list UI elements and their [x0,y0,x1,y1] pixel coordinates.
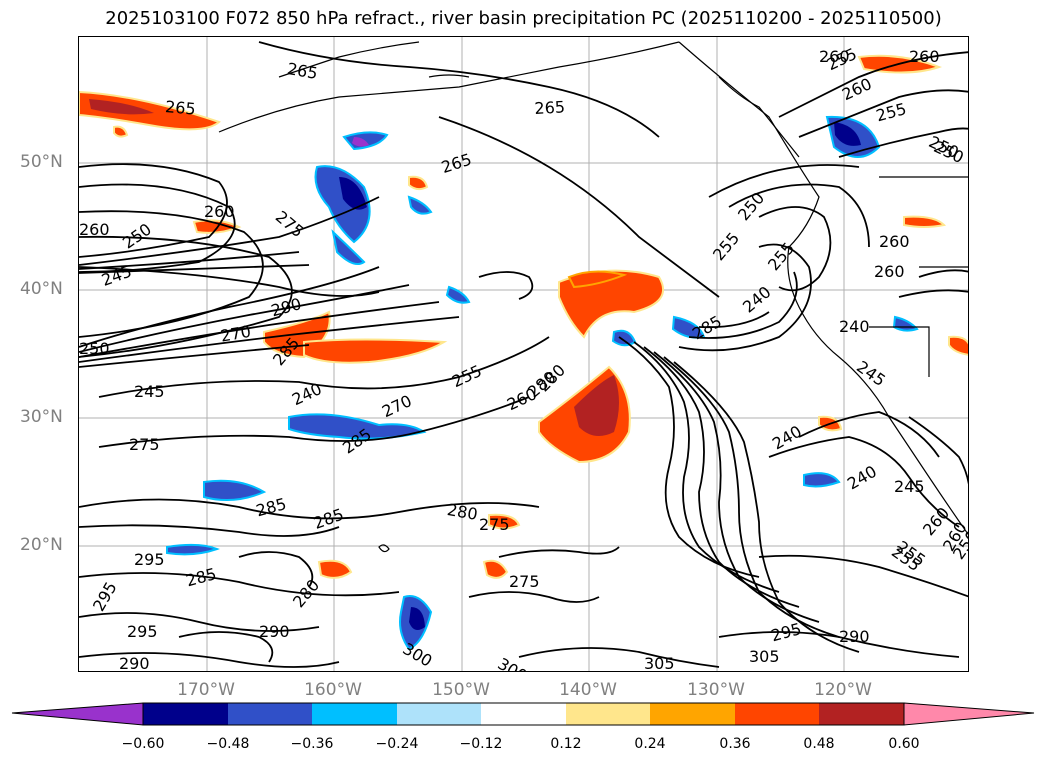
colorbar-tick: −0.24 [375,736,419,752]
contour-label-245-d: 245 [894,477,925,496]
lat-label-20n: 20°N [20,535,63,555]
colorbar-tick: 0.12 [550,736,582,752]
map-canvas [79,37,968,671]
colorbar-bin-8 [735,703,819,725]
colorbar-extend-low [11,702,144,726]
contour-label-250-c: 250 [79,339,110,358]
contour-label-260-c: 260 [909,47,940,66]
colorbar-tick: −0.60 [121,736,165,752]
colorbar-bin-4 [397,703,481,725]
contour-label-295-c: 295 [127,622,158,641]
colorbar-tick: 0.48 [803,736,835,752]
contour-label-275-c: 275 [479,515,510,534]
colorbar-tick: −0.12 [459,736,503,752]
contour-label-260-b: 260 [819,47,850,66]
colorbar-tick: 0.24 [634,736,666,752]
colorbar-tick: −0.48 [206,736,250,752]
contour-label-265-b: 265 [164,97,197,119]
lon-label-140w: 140°W [559,680,617,700]
lon-label-130w: 130°W [687,680,745,700]
colorbar-bin-7 [650,703,735,725]
refractivity-contours [79,41,968,668]
contour-label-245-b: 245 [134,382,165,401]
colorbar-bin-3 [312,703,397,725]
lat-label-40n: 40°N [20,279,63,299]
contour-label-240-e: 240 [839,317,870,336]
coastlines [218,41,968,553]
contour-label-290-d: 290 [839,627,870,646]
lon-label-120w: 120°W [814,680,872,700]
contour-label-275-b: 275 [129,435,160,454]
contour-label-265-c: 265 [534,97,566,118]
contour-label-295-a: 295 [134,550,165,569]
lon-label-150w: 150°W [432,680,490,700]
lat-label-50n: 50°N [20,152,63,172]
colorbar-bin-5 [481,703,566,725]
map-panel[interactable]: 265 265 265 265 260 260 260 255 255 250 275 260 250 2… [78,36,969,672]
colorbar-tick: −0.36 [290,736,334,752]
contour-label-290-c: 290 [119,654,150,672]
contour-label-260-a: 260 [204,202,235,221]
colorbar-tick: 0.36 [719,736,751,752]
colorbar-tick: 0.60 [888,736,920,752]
map-title: 2025103100 F072 850 hPa refract., river … [105,8,942,29]
colorbar-bin-9 [819,703,904,725]
contour-label-305-a: 305 [644,654,675,672]
positive-pc-regions [79,54,968,579]
lon-label-170w: 170°W [177,680,235,700]
colorbar-bin-6 [566,703,650,725]
negative-pc-regions [166,115,919,651]
colorbar-bin-1 [143,703,228,725]
contour-label-260-i: 260 [874,262,905,281]
contour-label-260-h: 260 [879,232,910,251]
contour-label-305-b: 305 [749,647,780,666]
lat-label-30n: 30°N [20,407,63,427]
contour-label-290-b: 290 [259,622,290,641]
colorbar-bin-2 [228,703,312,725]
contour-label-260-d: 260 [79,220,110,239]
lon-label-160w: 160°W [304,680,362,700]
contour-label-275-d: 275 [509,572,540,591]
colorbar-extend-high [903,702,1035,726]
colorbar [11,702,1035,726]
